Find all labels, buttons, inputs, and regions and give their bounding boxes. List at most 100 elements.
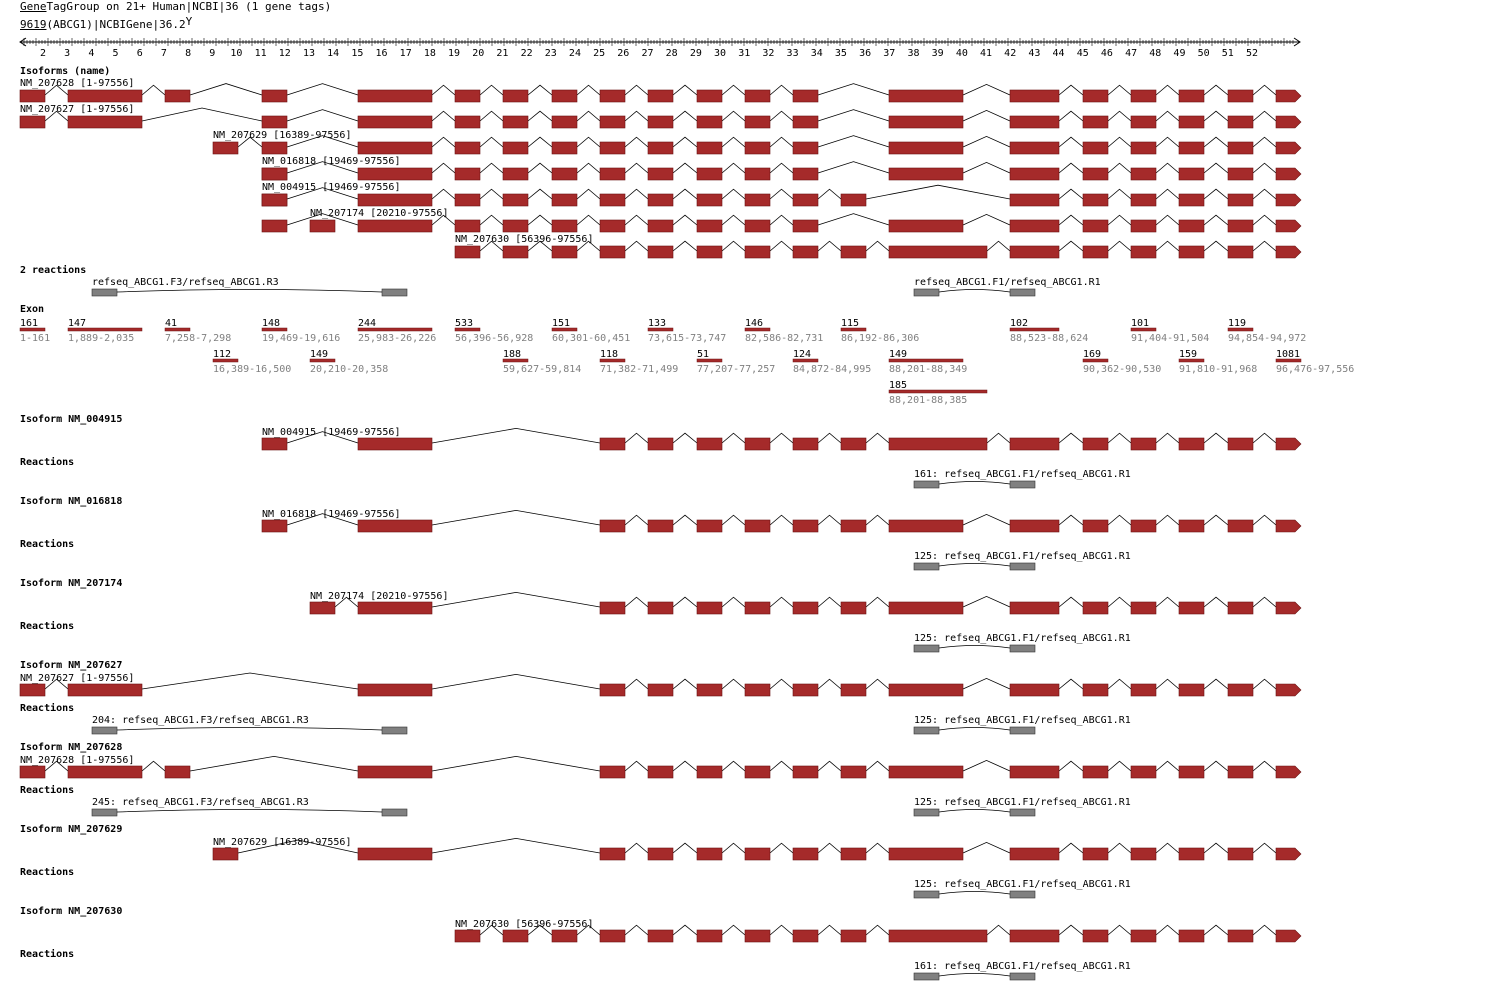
exon-box xyxy=(792,115,819,129)
intron-line xyxy=(1203,162,1229,174)
exon-box xyxy=(599,193,626,207)
exon-bar xyxy=(454,327,481,332)
exon-box xyxy=(647,141,674,155)
intron-line xyxy=(769,678,794,690)
ruler-label: 2 xyxy=(40,48,46,59)
reaction-f3-r3: refseq_ABCG1.F3/refseq_ABCG1.R3 xyxy=(91,277,408,297)
exon-box xyxy=(888,765,964,779)
isoform-track-label: NM_207174 [20210-97556] xyxy=(310,208,448,219)
reaction-label: 245: refseq_ABCG1.F3/refseq_ABCG1.R3 xyxy=(92,797,309,808)
primer-box xyxy=(913,808,940,817)
exon-box xyxy=(599,89,626,103)
exon-box xyxy=(792,193,819,207)
exon-range-label: 77,207-77,257 xyxy=(697,364,775,375)
exon-box xyxy=(1178,193,1205,207)
isoform-panel-track xyxy=(454,924,1302,943)
exon-box xyxy=(792,519,819,533)
ruler-label: 13 xyxy=(303,48,315,59)
exon-box xyxy=(357,219,433,233)
exon-box xyxy=(696,193,723,207)
intron-line xyxy=(1203,136,1229,148)
exon-box xyxy=(792,601,819,615)
exon-box xyxy=(1009,929,1060,943)
exon-range-label: 91,404-91,504 xyxy=(1131,333,1209,344)
intron-line xyxy=(1252,596,1277,608)
intron-line xyxy=(1203,678,1229,690)
exon-box xyxy=(357,115,433,129)
exon-box xyxy=(1178,245,1205,259)
exon-box xyxy=(792,167,819,181)
exon-box xyxy=(261,193,288,207)
primer-box xyxy=(91,288,118,297)
intron-line xyxy=(672,760,698,772)
exon-box xyxy=(599,683,626,697)
isoform-panel-track-label: NM_207174 [20210-97556] xyxy=(310,591,448,602)
gene-id-link[interactable]: 9619 xyxy=(20,18,47,31)
exon-box xyxy=(1227,437,1254,451)
gene-suffix[interactable]: Y xyxy=(185,15,193,28)
panel-reaction-f3-r3: 245: refseq_ABCG1.F3/refseq_ABCG1.R3 xyxy=(91,797,408,817)
exon-length-label: 533 xyxy=(455,318,473,329)
ruler-label: 46 xyxy=(1101,48,1113,59)
intron-line xyxy=(624,514,649,526)
exon-box xyxy=(1082,601,1109,615)
intron-line xyxy=(479,84,504,96)
panel-reaction-f1-r1: 125: refseq_ABCG1.F1/refseq_ABCG1.R1 xyxy=(913,633,1131,653)
isoform-track xyxy=(261,213,1302,233)
exon-box xyxy=(744,167,771,181)
ruler-label: 39 xyxy=(932,48,944,59)
intron-line xyxy=(334,596,359,608)
gene-link[interactable]: Gene xyxy=(20,0,47,13)
reaction-line xyxy=(116,289,383,293)
ruler-label: 16 xyxy=(375,48,387,59)
reaction-line xyxy=(938,645,1011,649)
intron-line xyxy=(1252,110,1277,122)
intron-line xyxy=(1203,84,1229,96)
intron-line xyxy=(721,162,746,174)
ruler-label: 5 xyxy=(113,48,119,59)
intron-line xyxy=(721,432,746,444)
intron-line xyxy=(1252,432,1277,444)
exon-box xyxy=(164,89,191,103)
intron-line xyxy=(986,924,1011,936)
intron-line xyxy=(817,514,842,526)
isoform-panel-title: Isoform NM_207174 xyxy=(20,578,122,589)
exon-box xyxy=(1130,167,1157,181)
exon-box xyxy=(599,847,626,861)
intron-line xyxy=(576,84,601,96)
intron-line xyxy=(1058,162,1084,174)
primer-box xyxy=(913,972,940,981)
exon-length-label: 147 xyxy=(68,318,86,329)
intron-line xyxy=(721,596,746,608)
isoform-panel-title: Isoform NM_004915 xyxy=(20,414,122,425)
intron-line xyxy=(286,431,359,444)
exon-box xyxy=(647,437,674,451)
intron-line xyxy=(962,213,1011,226)
intron-line xyxy=(817,842,842,854)
exon-box xyxy=(454,89,481,103)
exon-box xyxy=(357,683,433,697)
isoform-panel-track-label: NM_207630 [56396-97556] xyxy=(455,919,593,930)
ruler-label: 9 xyxy=(209,48,215,59)
exon-range-label: 94,854-94,972 xyxy=(1228,333,1306,344)
ruler-label: 52 xyxy=(1246,48,1258,59)
panel-reaction-f1-r1: 125: refseq_ABCG1.F1/refseq_ABCG1.R1 xyxy=(913,797,1131,817)
ruler-label: 37 xyxy=(883,48,895,59)
intron-line xyxy=(1203,514,1229,526)
ruler-label: 15 xyxy=(351,48,363,59)
exon-box xyxy=(1130,141,1157,155)
gene-name-text: (ABCG1)|NCBIGene|36.2 xyxy=(46,18,186,31)
intron-line xyxy=(1058,678,1084,690)
exon-box xyxy=(599,929,626,943)
ruler-label: 41 xyxy=(980,48,992,59)
exon-box xyxy=(696,437,723,451)
exon-bar xyxy=(1082,358,1109,363)
exon-length-label: 146 xyxy=(745,318,763,329)
intron-line xyxy=(672,84,698,96)
intron-line xyxy=(431,136,456,148)
exon-bar xyxy=(647,327,674,332)
exon-section-title: Exon xyxy=(20,304,44,315)
intron-line xyxy=(1203,760,1229,772)
exon-box xyxy=(19,115,46,129)
intron-line xyxy=(1155,678,1180,690)
